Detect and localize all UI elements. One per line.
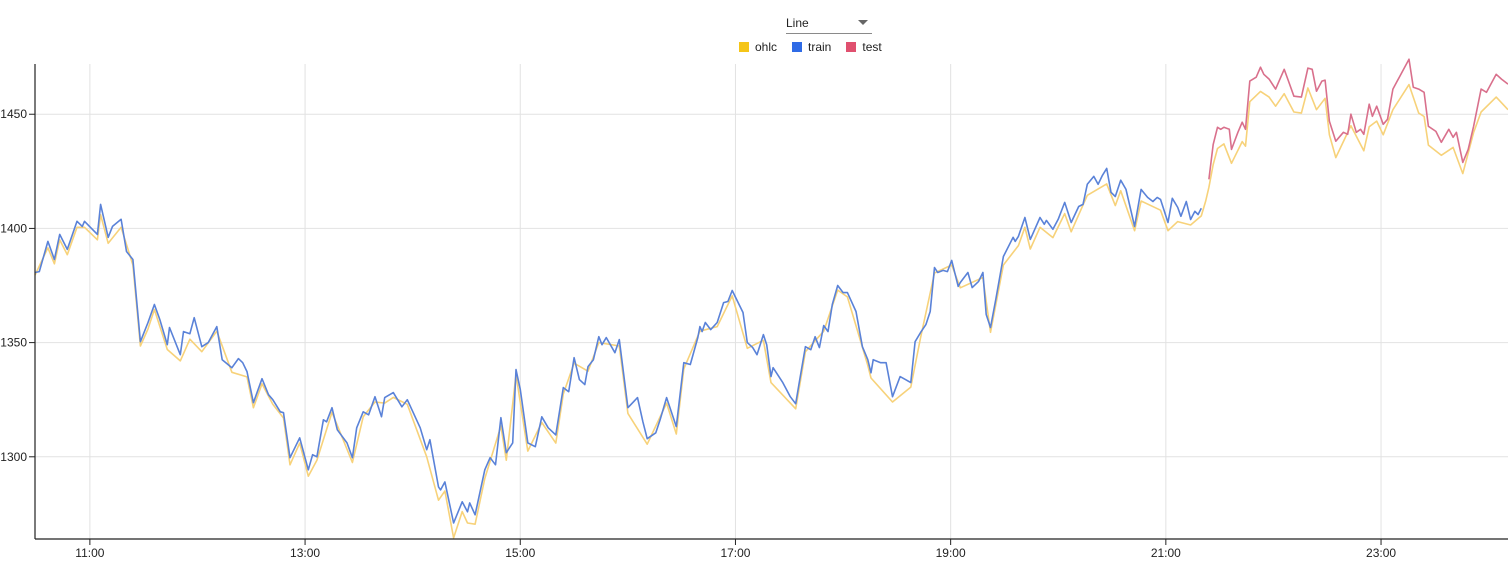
chart-grid — [35, 64, 1508, 539]
dropdown-arrow-icon[interactable] — [858, 20, 868, 25]
series-ohlc-line — [34, 83, 1508, 539]
chart-type-selected-value: Line — [786, 16, 809, 30]
chart-axes: 11:00 13:00 15:00 17:00 19:00 21:00 23:00 1300 1… — [0, 64, 1508, 560]
chart-type-select[interactable]: Line — [786, 14, 872, 34]
y-tick-label: 1350 — [0, 336, 27, 350]
legend-label-train: train — [808, 40, 832, 54]
x-tick-label: 19:00 — [936, 546, 966, 560]
x-tick-label: 11:00 — [75, 546, 104, 560]
train-swatch-icon — [792, 42, 803, 52]
legend-item-ohlc[interactable]: ohlc — [739, 40, 777, 54]
legend-item-train[interactable]: train — [792, 40, 831, 54]
legend-label-ohlc: ohlc — [755, 40, 778, 54]
y-tick-label: 1400 — [0, 221, 27, 235]
x-tick-label: 21:00 — [1151, 546, 1181, 560]
x-tick-label: 15:00 — [505, 546, 535, 560]
legend-label-test: test — [862, 40, 882, 54]
ohlc-swatch-icon — [739, 42, 749, 52]
series-train-line — [34, 167, 1203, 524]
test-swatch-icon — [846, 42, 857, 52]
chart-series — [34, 58, 1508, 539]
series-test-line — [1208, 58, 1508, 180]
legend-item-test[interactable]: test — [846, 40, 882, 54]
x-tick-label: 13:00 — [290, 546, 320, 560]
y-tick-label: 1300 — [0, 450, 27, 464]
y-tick-label: 1450 — [0, 107, 27, 121]
chart-legend: ohlc train test — [739, 40, 897, 54]
x-tick-label: 17:00 — [720, 546, 750, 560]
x-tick-label: 23:00 — [1366, 546, 1396, 560]
